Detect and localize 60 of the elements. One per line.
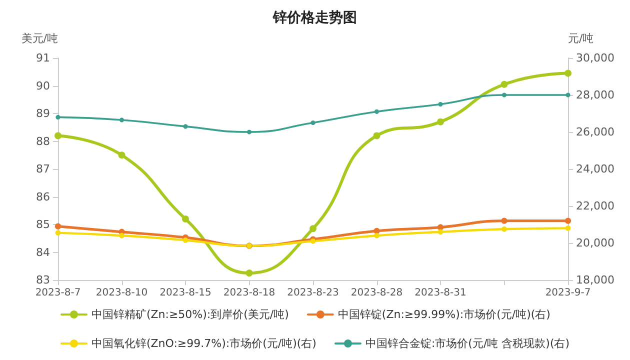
y2-tick-label: 22,000 [576,200,614,212]
x-tick-label: 2023-9-7 [545,288,591,298]
point [374,228,380,234]
x-tick-label: 2023-8-7 [35,288,81,298]
point [502,226,507,232]
point [564,70,572,77]
x-tick-label: 2023-8-10 [96,288,148,298]
point [55,230,61,236]
point [564,218,572,224]
point [374,232,380,238]
y2-axis-title: 元/吨 [568,32,594,45]
point [310,225,316,232]
point [500,80,508,88]
y-tick-label: 84 [36,246,50,259]
point [374,109,380,114]
y-axis-title: 美元/吨 [21,32,58,45]
x-tick-label: 2023-8-31 [414,288,466,298]
point [565,226,571,231]
point [310,120,316,126]
point [119,232,124,238]
point [438,102,443,107]
x-tick-label: 2023-8-18 [223,288,276,298]
y-tick-label: 83 [36,274,50,286]
point [502,92,507,98]
y2-tick-label: 28,000 [576,88,614,102]
legend-label: 中国锌锭(Zn:≥99.99%):市场价(元/吨)(右) [338,308,550,321]
point [56,114,60,120]
point [182,215,189,222]
x-tick-label: 2023-8-23 [287,288,339,298]
y-tick-label: 88 [36,134,50,148]
point [373,132,380,140]
y2-tick-label: 30,000 [576,52,614,64]
point [501,218,508,224]
point [119,118,124,122]
y-tick-label: 87 [36,162,50,176]
x-tick-label: 2023-8-28 [350,288,403,298]
point [246,270,253,277]
legend-label: 中国锌精矿(Zn:≥50%):到岸价(美元/吨) [91,308,289,321]
point [54,132,62,140]
point [54,223,62,230]
point [183,124,188,129]
y2-tick-label: 26,000 [576,126,614,138]
y2-tick-label: 18,000 [576,274,614,286]
y-tick-label: 90 [36,79,50,92]
point [118,152,126,159]
point [246,130,252,134]
y-tick-label: 91 [36,52,50,64]
legend-label: 中国氧化锌(ZnO:≥99.7%):市场价(元/吨)(右) [91,337,316,350]
chart-title: 锌价格走势图 [272,10,357,26]
point [566,92,570,98]
y2-tick-label: 20,000 [576,236,614,250]
y-tick-label: 89 [36,107,50,120]
legend-label: 中国锌合金锭:市场价(元/吨 含税现款)(右) [365,337,570,350]
point [438,229,444,235]
y-tick-label: 86 [36,190,50,204]
y2-tick-label: 24,000 [576,162,614,176]
point [182,238,188,243]
point [437,118,444,126]
x-tick-label: 2023-8-15 [160,288,212,298]
y-tick-label: 85 [36,218,50,231]
